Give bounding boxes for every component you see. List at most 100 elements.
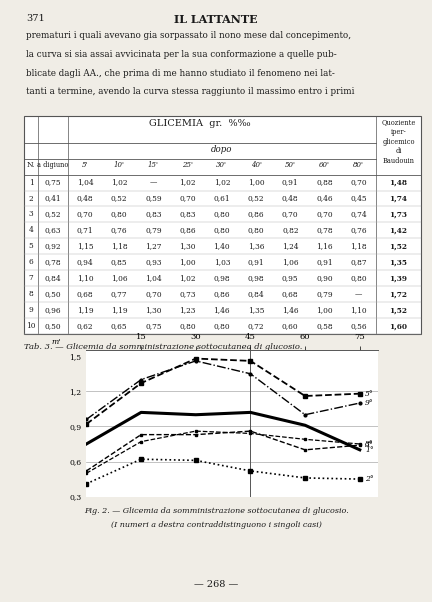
Text: 1,06: 1,06 xyxy=(282,258,299,266)
Text: 0,95: 0,95 xyxy=(282,275,299,282)
Text: 1,04: 1,04 xyxy=(76,179,93,187)
Text: 0,46: 0,46 xyxy=(316,194,333,202)
Text: 0,80: 0,80 xyxy=(213,322,230,330)
Text: 0,98: 0,98 xyxy=(213,275,230,282)
Text: 0,79: 0,79 xyxy=(145,226,162,234)
Text: 7: 7 xyxy=(29,275,33,282)
Text: 15': 15' xyxy=(148,161,159,169)
Text: GLICEMIA  gr.  %‰: GLICEMIA gr. %‰ xyxy=(149,119,251,128)
Text: 3: 3 xyxy=(29,211,33,219)
Text: m': m' xyxy=(51,338,61,346)
Text: 1,48: 1,48 xyxy=(390,179,407,187)
Text: 0,77: 0,77 xyxy=(111,290,127,298)
Text: 0,80: 0,80 xyxy=(248,226,264,234)
Text: 0,63: 0,63 xyxy=(45,226,61,234)
Text: 2: 2 xyxy=(29,194,33,202)
Text: 8°: 8° xyxy=(365,440,374,448)
Text: 1,18: 1,18 xyxy=(350,243,367,250)
Text: 1,23: 1,23 xyxy=(179,306,196,314)
Text: 1,00: 1,00 xyxy=(316,306,333,314)
Text: 0,52: 0,52 xyxy=(45,211,61,219)
Text: 371: 371 xyxy=(26,14,44,23)
Text: 1,19: 1,19 xyxy=(111,306,127,314)
Text: 0,48: 0,48 xyxy=(76,194,93,202)
Text: 0,98: 0,98 xyxy=(248,275,264,282)
Text: 1,24: 1,24 xyxy=(282,243,299,250)
Text: 50': 50' xyxy=(285,161,296,169)
Text: 0,58: 0,58 xyxy=(316,322,333,330)
Text: 1,42: 1,42 xyxy=(390,226,407,234)
Text: 0,50: 0,50 xyxy=(45,322,61,330)
Text: 0,79: 0,79 xyxy=(316,290,333,298)
Bar xyxy=(24,116,421,334)
Text: 0,75: 0,75 xyxy=(145,322,162,330)
Text: 0,76: 0,76 xyxy=(111,226,127,234)
Text: 25': 25' xyxy=(182,161,193,169)
Text: 0,60: 0,60 xyxy=(282,322,299,330)
Text: 5: 5 xyxy=(29,243,33,250)
Text: 1,52: 1,52 xyxy=(390,306,407,314)
Text: dopo: dopo xyxy=(211,145,232,154)
Text: 0,76: 0,76 xyxy=(350,226,367,234)
Text: 0,86: 0,86 xyxy=(213,290,230,298)
Text: 0,83: 0,83 xyxy=(145,211,162,219)
Text: 1,02: 1,02 xyxy=(111,179,127,187)
Text: 0,80: 0,80 xyxy=(111,211,127,219)
Text: 30': 30' xyxy=(216,161,227,169)
Text: 1,30: 1,30 xyxy=(179,243,196,250)
Text: 1,00: 1,00 xyxy=(248,179,264,187)
Text: 0,80: 0,80 xyxy=(213,211,230,219)
Text: 0,59: 0,59 xyxy=(145,194,162,202)
Text: 0,80: 0,80 xyxy=(213,226,230,234)
Text: 0,72: 0,72 xyxy=(248,322,264,330)
Text: 1,35: 1,35 xyxy=(390,258,407,266)
Text: Fig. 2. — Glicemia da somministrazione sottocutanea di glucosio.: Fig. 2. — Glicemia da somministrazione s… xyxy=(84,507,348,515)
Text: 1,30: 1,30 xyxy=(145,306,162,314)
Text: 60': 60' xyxy=(319,161,330,169)
Text: 0,68: 0,68 xyxy=(76,290,93,298)
Text: 0,82: 0,82 xyxy=(282,226,299,234)
Text: 1,15: 1,15 xyxy=(76,243,93,250)
Text: 1,19: 1,19 xyxy=(76,306,93,314)
Text: 0,74: 0,74 xyxy=(350,211,367,219)
Text: 0,70: 0,70 xyxy=(316,211,333,219)
Text: 0,91: 0,91 xyxy=(316,258,333,266)
Text: 2°: 2° xyxy=(365,475,374,483)
Text: 40': 40' xyxy=(251,161,261,169)
Text: 1,02: 1,02 xyxy=(179,179,196,187)
Text: 0,70: 0,70 xyxy=(179,194,196,202)
Text: 1°: 1° xyxy=(365,446,374,454)
Text: 9°: 9° xyxy=(365,399,374,407)
Text: 0,94: 0,94 xyxy=(76,258,93,266)
Text: a digiuno: a digiuno xyxy=(38,161,69,169)
Text: (I numeri a destra contraddistinguono i singoli casi): (I numeri a destra contraddistinguono i … xyxy=(111,521,321,529)
Text: 0,84: 0,84 xyxy=(248,290,264,298)
Text: 10': 10' xyxy=(114,161,124,169)
Text: 1,35: 1,35 xyxy=(248,306,264,314)
Text: 0,78: 0,78 xyxy=(45,258,61,266)
Text: Quoziente
iper-
glicemico
di
Baudouin: Quoziente iper- glicemico di Baudouin xyxy=(381,118,416,165)
Text: 1,39: 1,39 xyxy=(390,275,407,282)
Text: 1,02: 1,02 xyxy=(179,275,196,282)
Text: 1,10: 1,10 xyxy=(76,275,93,282)
Text: 0,65: 0,65 xyxy=(111,322,127,330)
Text: 0,50: 0,50 xyxy=(45,290,61,298)
Text: 0,48: 0,48 xyxy=(282,194,299,202)
Text: 0,41: 0,41 xyxy=(45,194,61,202)
Text: 1,72: 1,72 xyxy=(390,290,407,298)
Text: 0,93: 0,93 xyxy=(145,258,162,266)
Text: 8: 8 xyxy=(29,290,33,298)
Text: 1: 1 xyxy=(29,179,33,187)
Text: 5': 5' xyxy=(82,161,88,169)
Text: 0,78: 0,78 xyxy=(316,226,333,234)
Text: 1,60: 1,60 xyxy=(390,322,407,330)
Text: 0,87: 0,87 xyxy=(350,258,367,266)
Text: 0,68: 0,68 xyxy=(282,290,299,298)
Text: 0,91: 0,91 xyxy=(248,258,264,266)
Text: 4: 4 xyxy=(29,226,33,234)
Text: 0,84: 0,84 xyxy=(45,275,61,282)
Text: 0,92: 0,92 xyxy=(45,243,61,250)
Text: 1,74: 1,74 xyxy=(390,194,407,202)
Text: 0,88: 0,88 xyxy=(316,179,333,187)
Text: —: — xyxy=(150,179,157,187)
